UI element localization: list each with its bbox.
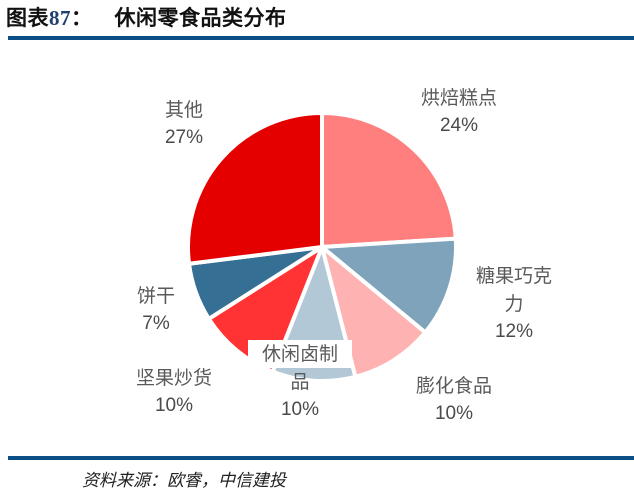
label-pct: 24% bbox=[439, 115, 479, 136]
figure-label: 图表 bbox=[6, 6, 49, 30]
label-binggan: 饼干 7% bbox=[118, 282, 194, 338]
label-name: 其他 bbox=[164, 99, 203, 121]
pie-slice bbox=[320, 111, 458, 249]
label-pct: 10% bbox=[434, 403, 474, 424]
label-name-2: 品 bbox=[290, 371, 310, 393]
label-tangguo: 糖果巧克 力 12% bbox=[466, 262, 562, 346]
label-name: 休闲卤制 bbox=[248, 340, 352, 368]
label-penghua: 膨化食品 10% bbox=[402, 372, 506, 428]
pie-slice bbox=[320, 236, 459, 335]
chart-title: 休闲零食品类分布 bbox=[114, 6, 287, 30]
figure-title: 图表87： 休闲零食品类分布 bbox=[6, 2, 287, 32]
label-jianguo: 坚果炒货 10% bbox=[122, 364, 226, 420]
label-name: 坚果炒货 bbox=[135, 367, 212, 389]
label-pct: 12% bbox=[494, 321, 534, 342]
pie-slice bbox=[186, 111, 324, 266]
label-pct: 10% bbox=[154, 395, 194, 416]
label-hongbei: 烘焙糕点 24% bbox=[405, 84, 513, 140]
figure-colon: ： bbox=[71, 6, 93, 30]
top-divider bbox=[8, 36, 634, 40]
label-name-2: 力 bbox=[504, 293, 524, 315]
label-pct: 7% bbox=[142, 313, 170, 334]
bottom-divider bbox=[8, 456, 634, 460]
label-name: 饼干 bbox=[136, 285, 175, 307]
label-name: 糖果巧克 bbox=[475, 265, 552, 287]
label-pct: 27% bbox=[164, 127, 204, 148]
label-pct: 10% bbox=[280, 399, 320, 420]
figure-number: 87 bbox=[49, 6, 71, 30]
source-note: 资料来源：欧睿，中信建投 bbox=[82, 471, 286, 491]
label-qita: 其他 27% bbox=[146, 96, 222, 152]
label-name: 膨化食品 bbox=[415, 375, 492, 397]
label-luzhi: 休闲卤制 品 10% bbox=[248, 340, 352, 424]
label-name: 烘焙糕点 bbox=[420, 87, 497, 109]
